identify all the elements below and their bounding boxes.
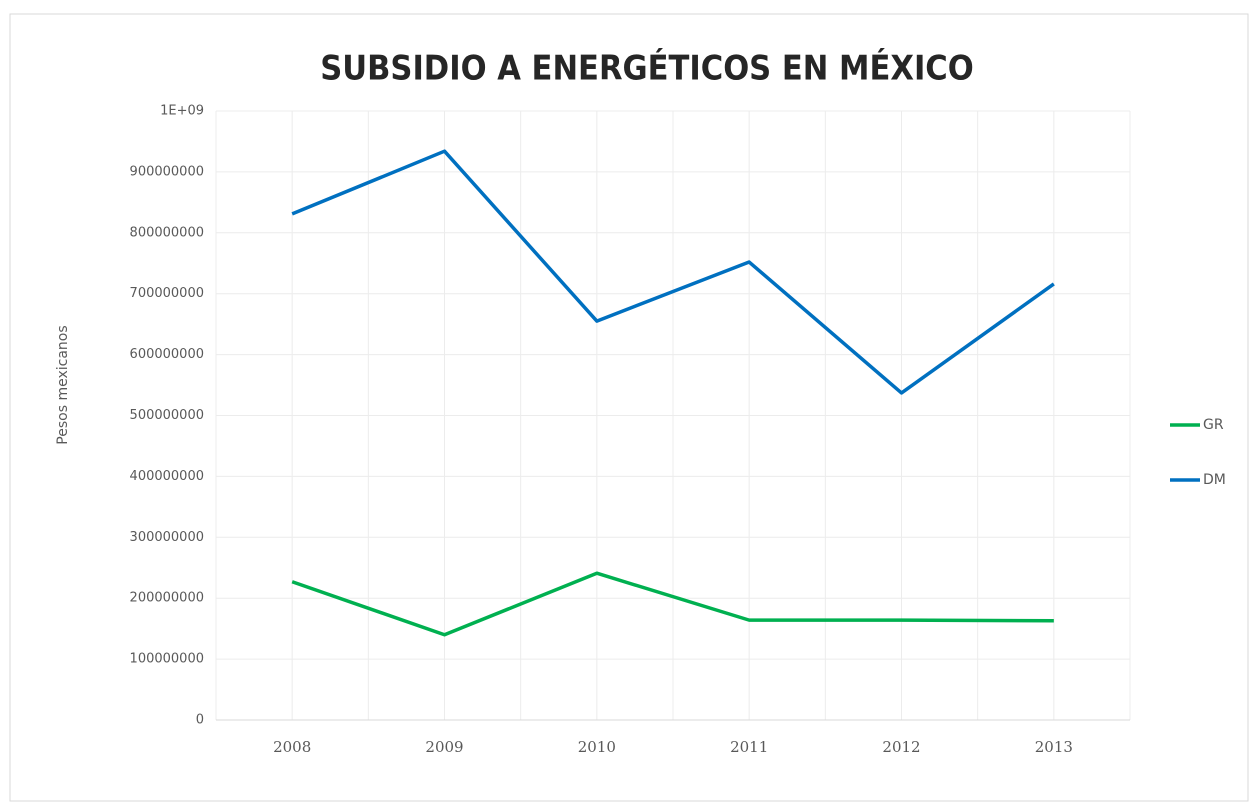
x-tick-label: 2009 [425,738,463,756]
x-tick-label: 2008 [273,738,311,756]
y-tick-label: 700000000 [130,286,204,301]
chart-title: SUBSIDIO A ENERGÉTICOS EN MÉXICO [320,48,974,89]
series-line [291,571,1054,637]
y-tick-label: 900000000 [130,164,204,179]
series-line [291,149,1055,395]
y-tick-label: 0 [196,713,204,728]
y-tick-label: 100000000 [130,652,204,667]
y-tick-label: 400000000 [130,469,204,484]
y-tick-label: 500000000 [130,408,204,423]
y-tick-label: 200000000 [130,591,204,606]
y-tick-label: 300000000 [130,530,204,545]
x-tick-label: 2011 [730,738,768,756]
x-tick-label: 2013 [1035,738,1073,756]
legend-label: DM [1203,472,1226,488]
y-tick-label: 1E+09 [160,104,204,119]
y-tick-label: 600000000 [130,347,204,362]
x-tick-label: 2010 [578,738,616,756]
y-tick-label: 800000000 [130,225,204,240]
x-tick-label: 2012 [882,738,920,756]
y-axis-label: Pesos mexicanos [55,325,71,444]
legend-label: GR [1203,417,1224,433]
